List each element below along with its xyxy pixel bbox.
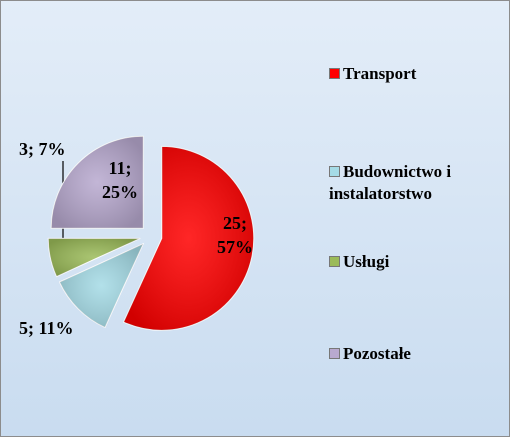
- legend-label: Usługi: [343, 252, 390, 271]
- legend-entry: Pozostałe: [329, 343, 499, 365]
- legend-swatch: [329, 166, 340, 177]
- data-label: 5; 11%: [19, 318, 74, 338]
- legend-entry: Budownictwo i instalatorstwo: [329, 161, 489, 205]
- legend-entry: Transport: [329, 63, 499, 85]
- data-label: 25; 57%: [217, 213, 253, 257]
- legend-entry: Usługi: [329, 251, 499, 273]
- legend-swatch: [329, 256, 340, 267]
- legend-label: Transport: [343, 64, 417, 83]
- legend-label: Budownictwo i instalatorstwo: [329, 162, 452, 203]
- legend-swatch: [329, 68, 340, 79]
- data-label: 3; 7%: [19, 139, 66, 159]
- data-label: 11; 25%: [102, 158, 138, 202]
- legend-swatch: [329, 348, 340, 359]
- legend-label: Pozostałe: [343, 344, 411, 363]
